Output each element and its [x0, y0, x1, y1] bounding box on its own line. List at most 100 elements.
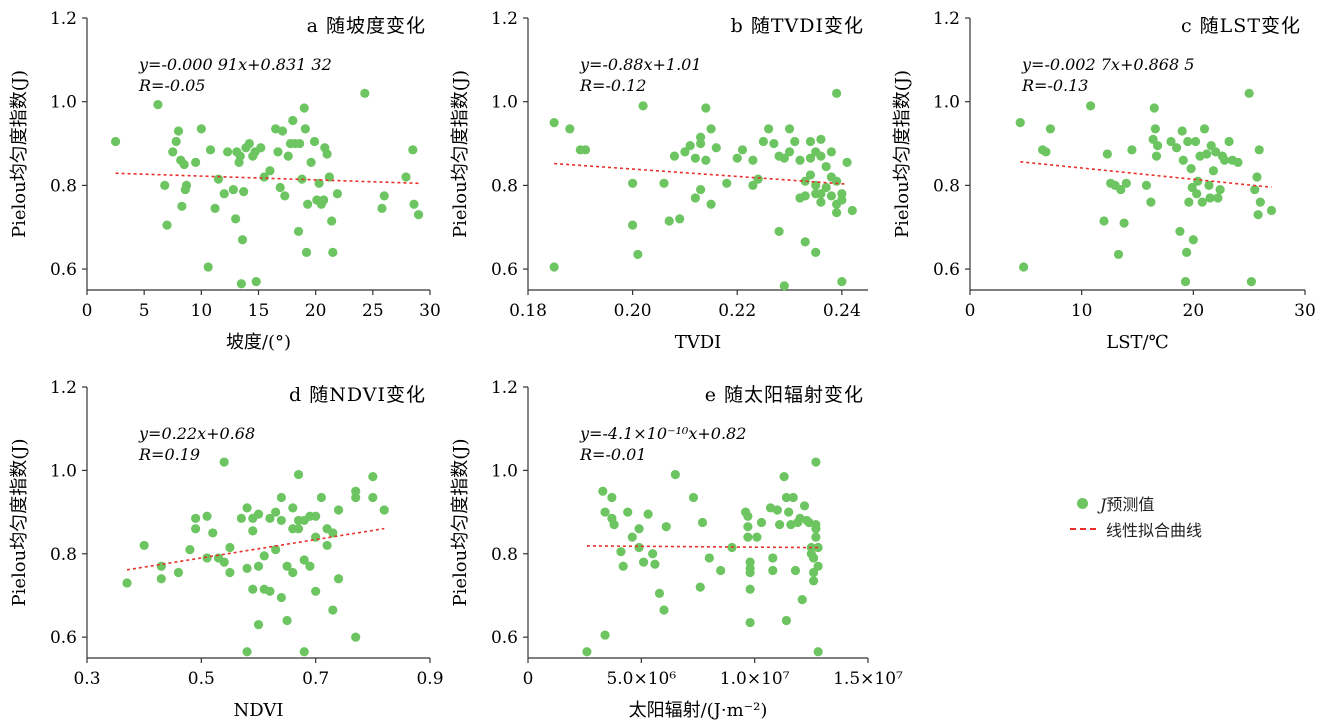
data-point	[1220, 155, 1230, 165]
data-point	[784, 507, 794, 517]
data-point	[413, 210, 424, 220]
data-point	[690, 193, 700, 203]
data-point	[275, 182, 285, 193]
data-point	[701, 103, 711, 113]
data-point	[811, 457, 821, 467]
data-point	[800, 176, 810, 186]
data-point	[811, 532, 821, 542]
data-point	[181, 180, 192, 190]
data-point	[816, 134, 826, 144]
data-point	[156, 574, 166, 584]
data-point	[253, 561, 264, 571]
data-point	[306, 157, 316, 167]
fit-line	[115, 172, 419, 185]
data-point	[219, 189, 229, 199]
regression-equation: y=-0.88x+1.01	[579, 55, 702, 74]
data-point	[781, 615, 792, 626]
data-point	[1246, 277, 1256, 287]
data-point	[185, 545, 195, 555]
data-point	[1193, 176, 1203, 186]
regression-equation: y=-4.1×10⁻¹⁰x+0.82	[579, 424, 746, 443]
data-point	[1141, 180, 1152, 190]
correlation-r: R=-0.05	[138, 76, 205, 95]
data-point	[809, 576, 819, 586]
data-point	[168, 147, 178, 157]
data-point	[231, 214, 241, 224]
fit-line	[586, 545, 821, 549]
data-point	[756, 517, 767, 528]
data-point	[1208, 166, 1219, 176]
data-point	[732, 153, 742, 163]
fit-line	[126, 527, 385, 571]
data-point	[265, 513, 275, 523]
data-point	[265, 586, 275, 596]
x-tick-label: 1.5×10⁷	[833, 669, 903, 689]
data-point	[1213, 193, 1223, 203]
x-tick-label: 10	[191, 301, 213, 321]
data-point	[1113, 249, 1124, 260]
data-point	[244, 138, 254, 149]
data-point	[1233, 157, 1243, 167]
data-point	[799, 501, 810, 511]
data-point	[816, 189, 826, 199]
panel-c: 0 10 20 30 0.6 0.8 1.0 1.2 LST/℃ Pielou均匀度指数(J) c …	[892, 9, 1316, 353]
data-point	[800, 237, 810, 247]
data-point	[811, 180, 821, 190]
legend-marker	[1077, 497, 1088, 509]
data-point	[368, 472, 378, 482]
data-point	[1015, 118, 1025, 128]
data-point	[305, 561, 315, 571]
data-point	[639, 557, 649, 567]
data-point	[242, 503, 252, 513]
x-tick-label: 30	[1294, 301, 1316, 321]
regression-equation: y=-0.002 7x+0.868 5	[1021, 55, 1194, 74]
x-tick-label: 0.7	[302, 669, 329, 689]
data-point	[768, 565, 778, 576]
data-point	[737, 145, 748, 155]
y-tick-label: 0.8	[933, 176, 960, 196]
data-point	[191, 157, 201, 167]
data-point	[223, 147, 233, 157]
data-point	[316, 492, 326, 503]
data-point	[675, 214, 685, 224]
data-point	[600, 507, 610, 517]
data-point	[271, 545, 281, 555]
data-point	[580, 145, 591, 155]
data-point	[324, 172, 334, 182]
data-point	[775, 519, 785, 530]
data-point	[832, 176, 842, 186]
data-point	[162, 220, 172, 230]
data-point	[122, 578, 132, 588]
data-point	[225, 567, 235, 578]
y-tick-label: 1.2	[50, 9, 77, 29]
y-axis-label: Pielou均匀度指数(J)	[9, 439, 30, 607]
x-tick-label: 0.22	[718, 301, 756, 321]
data-point	[1171, 143, 1182, 153]
data-point	[1127, 145, 1137, 155]
data-point	[790, 565, 801, 576]
data-point	[273, 147, 283, 157]
data-point	[706, 124, 716, 134]
data-point	[177, 201, 187, 211]
data-point	[659, 605, 669, 615]
data-point	[1204, 180, 1214, 190]
y-tick-label: 0.8	[491, 545, 518, 565]
data-point	[322, 149, 332, 159]
x-tick-label: 0	[82, 301, 93, 321]
x-axis-label: 坡度/(°)	[226, 332, 291, 353]
data-point	[248, 526, 258, 536]
data-point	[1250, 184, 1260, 195]
data-point	[795, 155, 805, 165]
data-point	[1254, 145, 1264, 155]
data-point	[745, 617, 755, 628]
data-point	[1177, 126, 1187, 136]
data-point	[758, 136, 768, 147]
y-tick-label: 0.8	[50, 176, 77, 196]
x-tick-label: 0	[523, 669, 534, 689]
data-point	[277, 126, 288, 136]
data-point	[1166, 136, 1176, 147]
data-point	[784, 147, 795, 157]
x-tick-label: 1.0×10⁷	[720, 669, 790, 689]
data-point	[333, 505, 344, 515]
